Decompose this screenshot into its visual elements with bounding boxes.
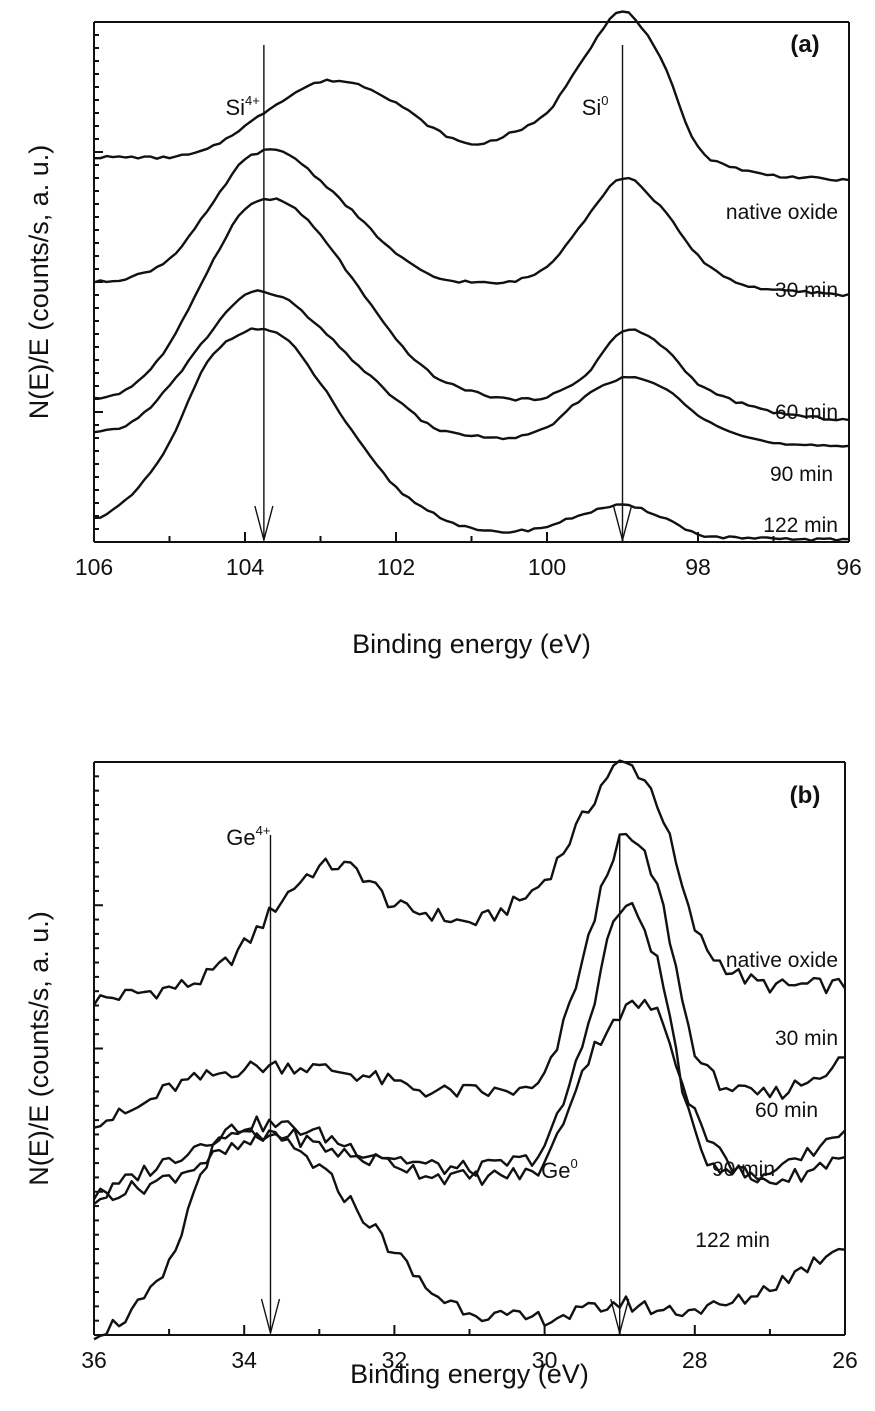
arrow-down-icon: [610, 1298, 630, 1336]
series-curve-122-min: [93, 327, 850, 542]
x-tick-label: 102: [377, 554, 415, 580]
x-tick-label: 28: [682, 1347, 708, 1373]
x-tick-label: 32: [382, 1347, 408, 1373]
series-curve-native-oxide: [92, 759, 846, 1006]
x-tick-label: 96: [836, 554, 862, 580]
series-curve-90-min: [93, 289, 850, 448]
series-curve-30-min: [93, 832, 846, 1129]
peak-label-sup: 0: [601, 93, 608, 108]
arrow-down-icon: [254, 505, 274, 543]
y-axis-label: N(E)/E (counts/s, a. u.): [24, 911, 54, 1186]
series-label: native oxide: [726, 201, 838, 224]
x-tick-label: 106: [75, 554, 113, 580]
chart-panel-a: 106 104 102 100 98 96 Binding energy (eV) N(E)/…: [24, 10, 862, 659]
x-tick-label: 98: [685, 554, 711, 580]
x-tick-label: 100: [528, 554, 566, 580]
x-tick-label: 26: [832, 1347, 858, 1373]
x-tick-label: 104: [226, 554, 265, 580]
series-label: 30 min: [775, 1027, 838, 1050]
panel-label: (b): [790, 782, 821, 809]
series-label: 122 min: [695, 1229, 770, 1252]
chart-panel-b: 36 34 32 30 28 26 Binding energy (eV) N(E)/E (c…: [24, 759, 858, 1389]
peak-label: Ge4+: [226, 823, 270, 850]
y-axis-label: N(E)/E (counts/s, a. u.): [24, 145, 54, 420]
series-curve-30-min: [93, 148, 850, 298]
peak-label: Si0: [582, 93, 609, 120]
peak-label-base: Si: [225, 95, 245, 120]
series-curve-122-min: [93, 1127, 846, 1341]
peak-label: Si4+: [225, 93, 259, 120]
x-tick-label: 34: [231, 1347, 257, 1373]
series-label: native oxide: [726, 949, 838, 972]
series-label: 90 min: [770, 463, 833, 486]
series-label: 60 min: [775, 401, 838, 424]
peak-label: Ge0: [541, 1156, 578, 1183]
x-axis-label: Binding energy (eV): [350, 1359, 589, 1389]
series-curve-60-min: [93, 901, 846, 1205]
series-curve-90-min: [92, 998, 846, 1202]
peak-label-base: Ge: [541, 1158, 570, 1183]
panel-label: (a): [790, 31, 819, 58]
x-tick-label: 30: [532, 1347, 558, 1373]
series-label: 122 min: [763, 514, 838, 537]
series-label: 60 min: [755, 1099, 818, 1122]
series-curve-native-oxide: [94, 10, 850, 182]
peak-label-sup: 0: [570, 1156, 577, 1171]
x-tick-label: 36: [81, 1347, 107, 1373]
peak-label-sup: 4+: [256, 823, 271, 838]
peak-label-sup: 4+: [245, 93, 260, 108]
arrow-down-icon: [260, 1298, 281, 1336]
x-axis-label: Binding energy (eV): [352, 629, 591, 659]
series-label: 30 min: [775, 279, 838, 302]
series-curve-60-min: [93, 197, 850, 422]
peak-label-base: Si: [582, 95, 602, 120]
arrow-down-icon: [612, 505, 633, 543]
series-label: 90 min: [712, 1158, 775, 1181]
peak-label-base: Ge: [226, 825, 255, 850]
